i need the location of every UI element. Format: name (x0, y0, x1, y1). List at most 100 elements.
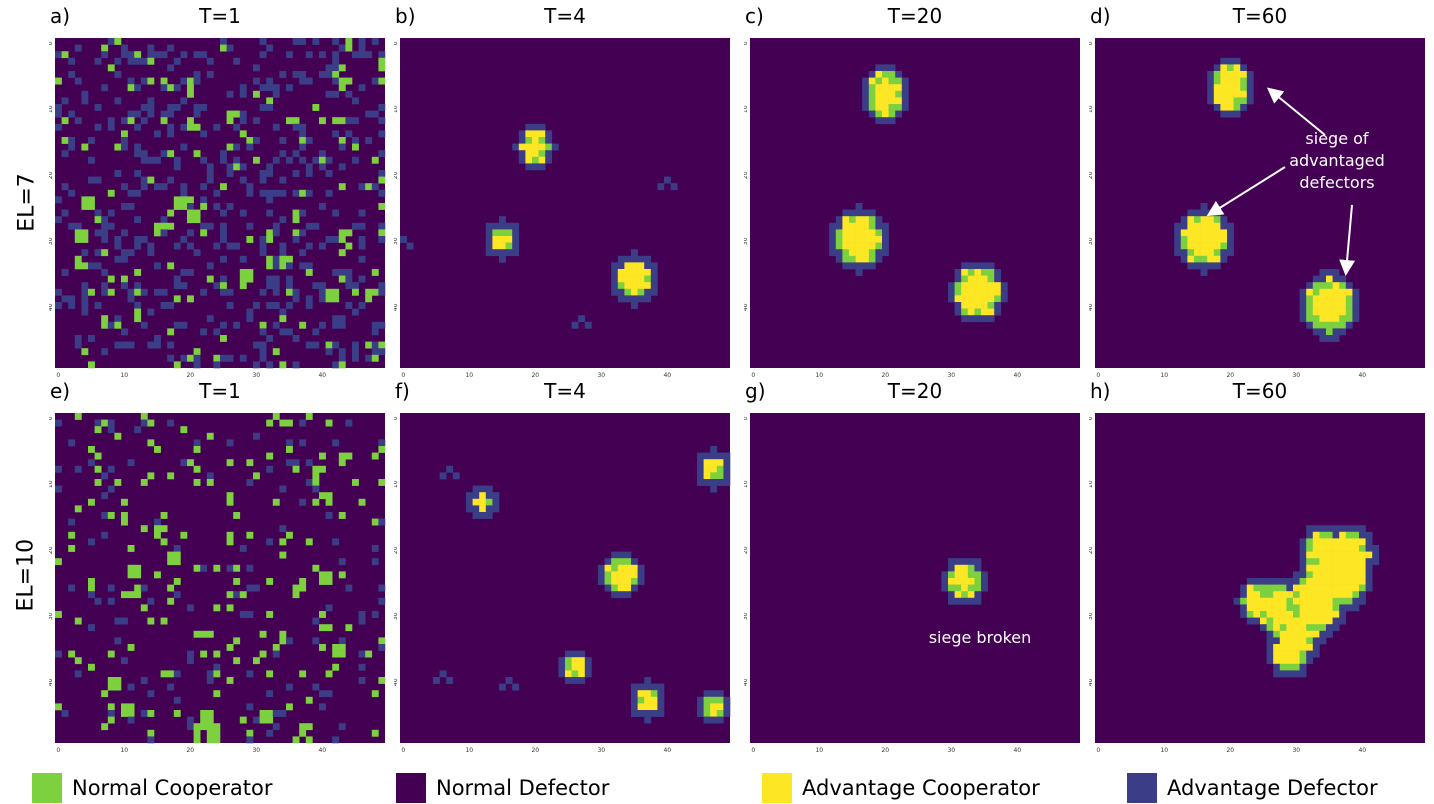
cell-ac (1187, 222, 1195, 230)
cell-ad (299, 38, 307, 45)
cell-ac (1293, 644, 1300, 651)
cell-nc (967, 571, 975, 579)
x-tick-label: 40 (663, 372, 671, 379)
cell-ad (154, 288, 161, 296)
cell-ad (862, 209, 870, 217)
cell-ad (901, 77, 909, 85)
cell-ad (703, 690, 711, 698)
cell-ad (134, 143, 142, 151)
cell-nc (154, 446, 161, 453)
cell-nc (213, 723, 221, 731)
cell-ad (319, 321, 326, 329)
heatmap-background (750, 38, 1080, 368)
cell-ad (94, 229, 102, 237)
cell-nc (147, 419, 155, 427)
cell-ad (193, 71, 201, 78)
cell-nc (107, 703, 115, 711)
cell-ac (1339, 295, 1347, 303)
cell-ac (875, 97, 883, 105)
cell-nc (68, 545, 76, 552)
cell-ad (226, 203, 234, 210)
cell-ac (578, 663, 586, 671)
cell-ad (1180, 216, 1188, 224)
cell-nc (1312, 288, 1320, 296)
cell-nc (279, 419, 287, 427)
cell-ad (246, 736, 254, 744)
x-tick-label: 40 (663, 747, 671, 754)
cell-ad (319, 288, 326, 296)
cell-ad (55, 288, 62, 296)
cell-ad (259, 354, 267, 362)
cell-ac (1312, 564, 1320, 572)
cell-ad (631, 683, 638, 691)
cell-nc (200, 203, 208, 210)
cell-ad (312, 683, 320, 691)
cell-nc (1286, 663, 1294, 671)
cell-ad (272, 288, 280, 296)
cell-nc (485, 498, 493, 506)
cell-nc (868, 84, 876, 92)
panel-letter-e: e) (50, 379, 71, 403)
cell-nc (134, 571, 142, 579)
cell-ad (378, 644, 386, 651)
cell-ad (220, 229, 227, 237)
cell-ad (1299, 551, 1307, 559)
cell-ad (352, 341, 359, 349)
y-tick-label: 10 (394, 105, 399, 113)
cell-ac (716, 703, 724, 711)
cell-ad (140, 419, 148, 427)
cell-ad (259, 176, 267, 184)
cell-nc (160, 617, 168, 625)
cell-ad (716, 479, 724, 486)
cell-ad (74, 670, 82, 678)
cell-ad (631, 703, 638, 711)
cell-nc (378, 479, 386, 486)
cell-ad (279, 328, 287, 336)
cell-ad (954, 558, 962, 566)
cell-nc (167, 472, 175, 480)
cell-ac (1293, 630, 1300, 638)
cell-ad (578, 650, 586, 658)
cell-nc (1312, 321, 1320, 329)
cell-ac (882, 97, 889, 105)
cell-ad (259, 341, 267, 349)
cell-ac (974, 288, 982, 296)
cell-ac (961, 269, 969, 276)
y-tick-label: 40 (394, 303, 399, 311)
cell-ac (1286, 644, 1294, 651)
cell-ac (710, 459, 718, 467)
cell-ad (1240, 591, 1248, 599)
legend-swatch-normal-cooperator (32, 773, 62, 803)
cell-ad (338, 637, 346, 645)
cell-nc (974, 571, 982, 579)
cell-ad (180, 269, 188, 276)
cell-ad (140, 57, 148, 65)
cell-ad (140, 677, 148, 684)
cell-ad (134, 426, 142, 434)
cell-ac (1293, 584, 1300, 592)
cell-ad (233, 143, 241, 151)
cell-ad (862, 77, 870, 85)
panel-title-e: T=1 (199, 379, 241, 403)
cell-nc (127, 84, 135, 92)
cell-ad (173, 282, 181, 290)
cell-nc (253, 657, 260, 665)
cell-nc (226, 492, 234, 500)
cell-ad (1240, 611, 1248, 618)
cell-nc (611, 558, 619, 566)
cell-ac (981, 282, 988, 290)
cell-nc (1266, 591, 1274, 599)
x-tick-label: 0 (1096, 372, 1100, 379)
cell-ac (1227, 97, 1234, 105)
cell-nc (114, 479, 122, 486)
cell-ad (160, 51, 168, 59)
cell-nc (266, 578, 274, 585)
cell-nc (371, 288, 379, 296)
cell-ac (1213, 229, 1221, 237)
cell-ad (710, 479, 718, 486)
cell-nc (220, 44, 227, 52)
cell-ac (1339, 564, 1347, 572)
cell-nc (167, 670, 175, 678)
cell-ad (187, 723, 194, 731)
cell-ad (631, 696, 638, 704)
